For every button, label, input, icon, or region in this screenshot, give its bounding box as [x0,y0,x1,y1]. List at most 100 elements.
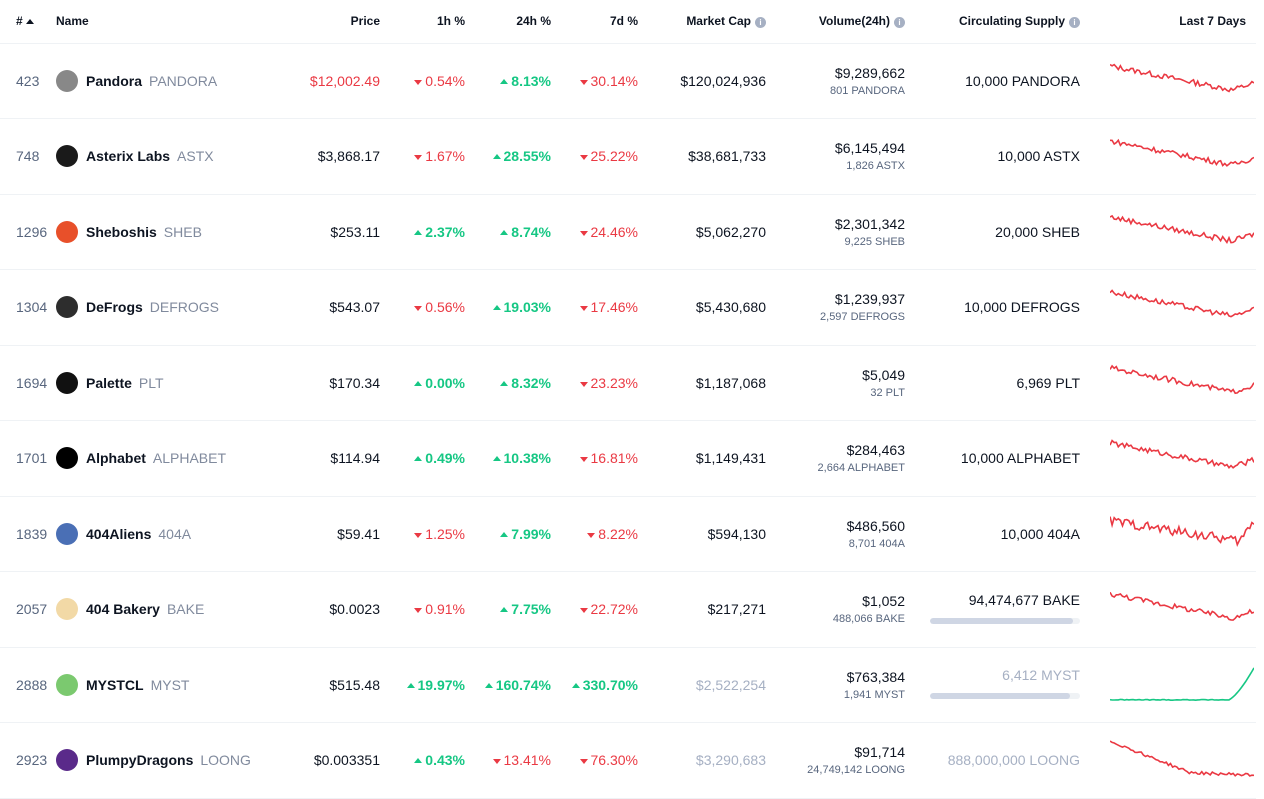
sparkline-path [1110,214,1254,244]
supply-cell: 94,474,677 BAKE [905,572,1080,648]
volume-usd: $1,052 [862,593,905,610]
info-icon[interactable]: i [894,17,905,29]
table-row[interactable]: 2057 404 Bakery BAKE $0.0023 0.91% 7.75%… [0,572,1256,648]
coin-symbol: MYST [150,676,190,693]
sparkline-cell[interactable] [1080,194,1256,270]
sparkline-cell[interactable] [1080,119,1256,195]
price-cell: $3,868.17 [258,119,386,195]
info-icon[interactable]: i [755,17,766,29]
name-cell[interactable]: Alphabet ALPHABET [52,421,258,497]
caret-up-icon [414,758,423,764]
table-row[interactable]: 748 Asterix Labs ASTX $3,868.17 1.67% 28… [0,119,1256,195]
coin-name[interactable]: Asterix Labs [86,148,171,165]
rank-cell: 2057 [16,601,48,618]
sparkline-cell[interactable] [1080,43,1256,119]
coin-name[interactable]: 404Aliens [86,525,152,542]
supply-progress-bar [930,693,1080,700]
table-row[interactable]: 1839 404Aliens 404A $59.41 1.25% 7.99% 8… [0,496,1256,572]
coin-name[interactable]: 404 Bakery [86,601,160,618]
sparkline-chart[interactable] [1110,663,1254,707]
sparkline-cell[interactable] [1080,421,1256,497]
sparkline-path [1110,667,1254,701]
h24-change-value: 8.74% [511,223,551,240]
7d-header[interactable]: 7d % [551,0,638,44]
last-7-days-header: Last 7 Days [1080,0,1256,44]
sparkline-cell[interactable] [1080,572,1256,648]
name-cell[interactable]: Sheboshis SHEB [52,194,258,270]
coin-name[interactable]: Palette [86,374,132,391]
name-header[interactable]: Name [52,0,258,44]
table-header: # Name Price 1h % 24h % 7d % Market Cap i… [0,0,1256,44]
info-icon[interactable]: i [1069,17,1080,29]
coin-symbol: DEFROGS [149,299,220,316]
asterix-labs-logo-icon [56,145,78,168]
table-row[interactable]: 2888 MYSTCL MYST $515.48 19.97% 160.74% … [0,647,1256,723]
coin-name[interactable]: DeFrogs [86,299,143,316]
name-cell[interactable]: Asterix Labs ASTX [52,119,258,195]
h1-change-value: 0.00% [425,374,465,391]
name-cell[interactable]: Palette PLT [52,345,258,421]
name-cell[interactable]: DeFrogs DEFROGS [52,270,258,346]
market-cap-cell: $3,290,683 [638,723,766,799]
sparkline-cell[interactable] [1080,723,1256,799]
sparkline-chart[interactable] [1110,436,1254,480]
h1-change-value: 0.54% [425,72,465,89]
table-row[interactable]: 2923 PlumpyDragons LOONG $0.003351 0.43%… [0,723,1256,799]
sparkline-cell[interactable] [1080,270,1256,346]
h1-change-value: 0.49% [425,450,465,467]
sparkline-cell[interactable] [1080,647,1256,723]
volume-header[interactable]: Volume(24h) i [766,0,905,44]
table-row[interactable]: 423 Pandora PANDORA $12,002.49 0.54% 8.1… [0,43,1256,119]
name-cell[interactable]: 404 Bakery BAKE [52,572,258,648]
coin-name[interactable]: MYSTCL [86,676,144,693]
sparkline-chart[interactable] [1110,134,1254,178]
market-cap-header[interactable]: Market Cap i [638,0,766,44]
coin-name[interactable]: Sheboshis [86,223,157,240]
rank-header[interactable]: # [0,0,52,44]
sparkline-chart[interactable] [1110,361,1254,405]
1h-header[interactable]: 1h % [386,0,465,44]
coin-symbol: BAKE [166,601,205,618]
sparkline-cell[interactable] [1080,345,1256,421]
sparkline-cell[interactable] [1080,496,1256,572]
sort-up-icon[interactable] [25,19,34,25]
caret-up-icon [500,531,509,537]
h1-change-cell: 0.49% [386,421,465,497]
caret-down-icon [414,79,423,85]
coin-name[interactable]: Alphabet [86,450,146,467]
sparkline-chart[interactable] [1110,210,1254,254]
24h-header[interactable]: 24h % [465,0,551,44]
sparkline-chart[interactable] [1110,59,1254,103]
h24-change-value: 13.41% [503,752,551,769]
price-header[interactable]: Price [258,0,386,44]
coin-name[interactable]: PlumpyDragons [86,752,194,769]
price-cell: $0.003351 [258,723,386,799]
sparkline-chart[interactable] [1110,738,1254,782]
market-cap-cell: $1,149,431 [638,421,766,497]
caret-up-icon [571,682,580,688]
h24-change-cell: 7.75% [465,572,551,648]
name-cell[interactable]: Pandora PANDORA [52,43,258,119]
price-value: $59.41 [337,525,380,542]
caret-up-icon [500,380,509,386]
h24-change-value: 19.03% [503,299,551,316]
volume-cell: $2,301,342 9,225 SHEB [766,194,905,270]
name-cell[interactable]: 404Aliens 404A [52,496,258,572]
h1-change-value: 0.56% [425,299,465,316]
supply-header[interactable]: Circulating Supply i [905,0,1080,44]
market-cap-value: $120,024,936 [680,72,766,89]
caret-down-icon [579,79,588,85]
name-cell[interactable]: PlumpyDragons LOONG [52,723,258,799]
caret-up-icon [492,456,501,462]
name-cell[interactable]: MYSTCL MYST [52,647,258,723]
table-row[interactable]: 1296 Sheboshis SHEB $253.11 2.37% 8.74% … [0,194,1256,270]
table-row[interactable]: 1304 DeFrogs DEFROGS $543.07 0.56% 19.03… [0,270,1256,346]
h24-change-value: 7.75% [511,601,551,618]
table-row[interactable]: 1701 Alphabet ALPHABET $114.94 0.49% 10.… [0,421,1256,497]
coin-name[interactable]: Pandora [86,72,143,89]
caret-down-icon [492,759,501,765]
sparkline-chart[interactable] [1110,512,1254,556]
sparkline-chart[interactable] [1110,285,1254,329]
sparkline-chart[interactable] [1110,587,1254,631]
table-row[interactable]: 1694 Palette PLT $170.34 0.00% 8.32% 23.… [0,345,1256,421]
